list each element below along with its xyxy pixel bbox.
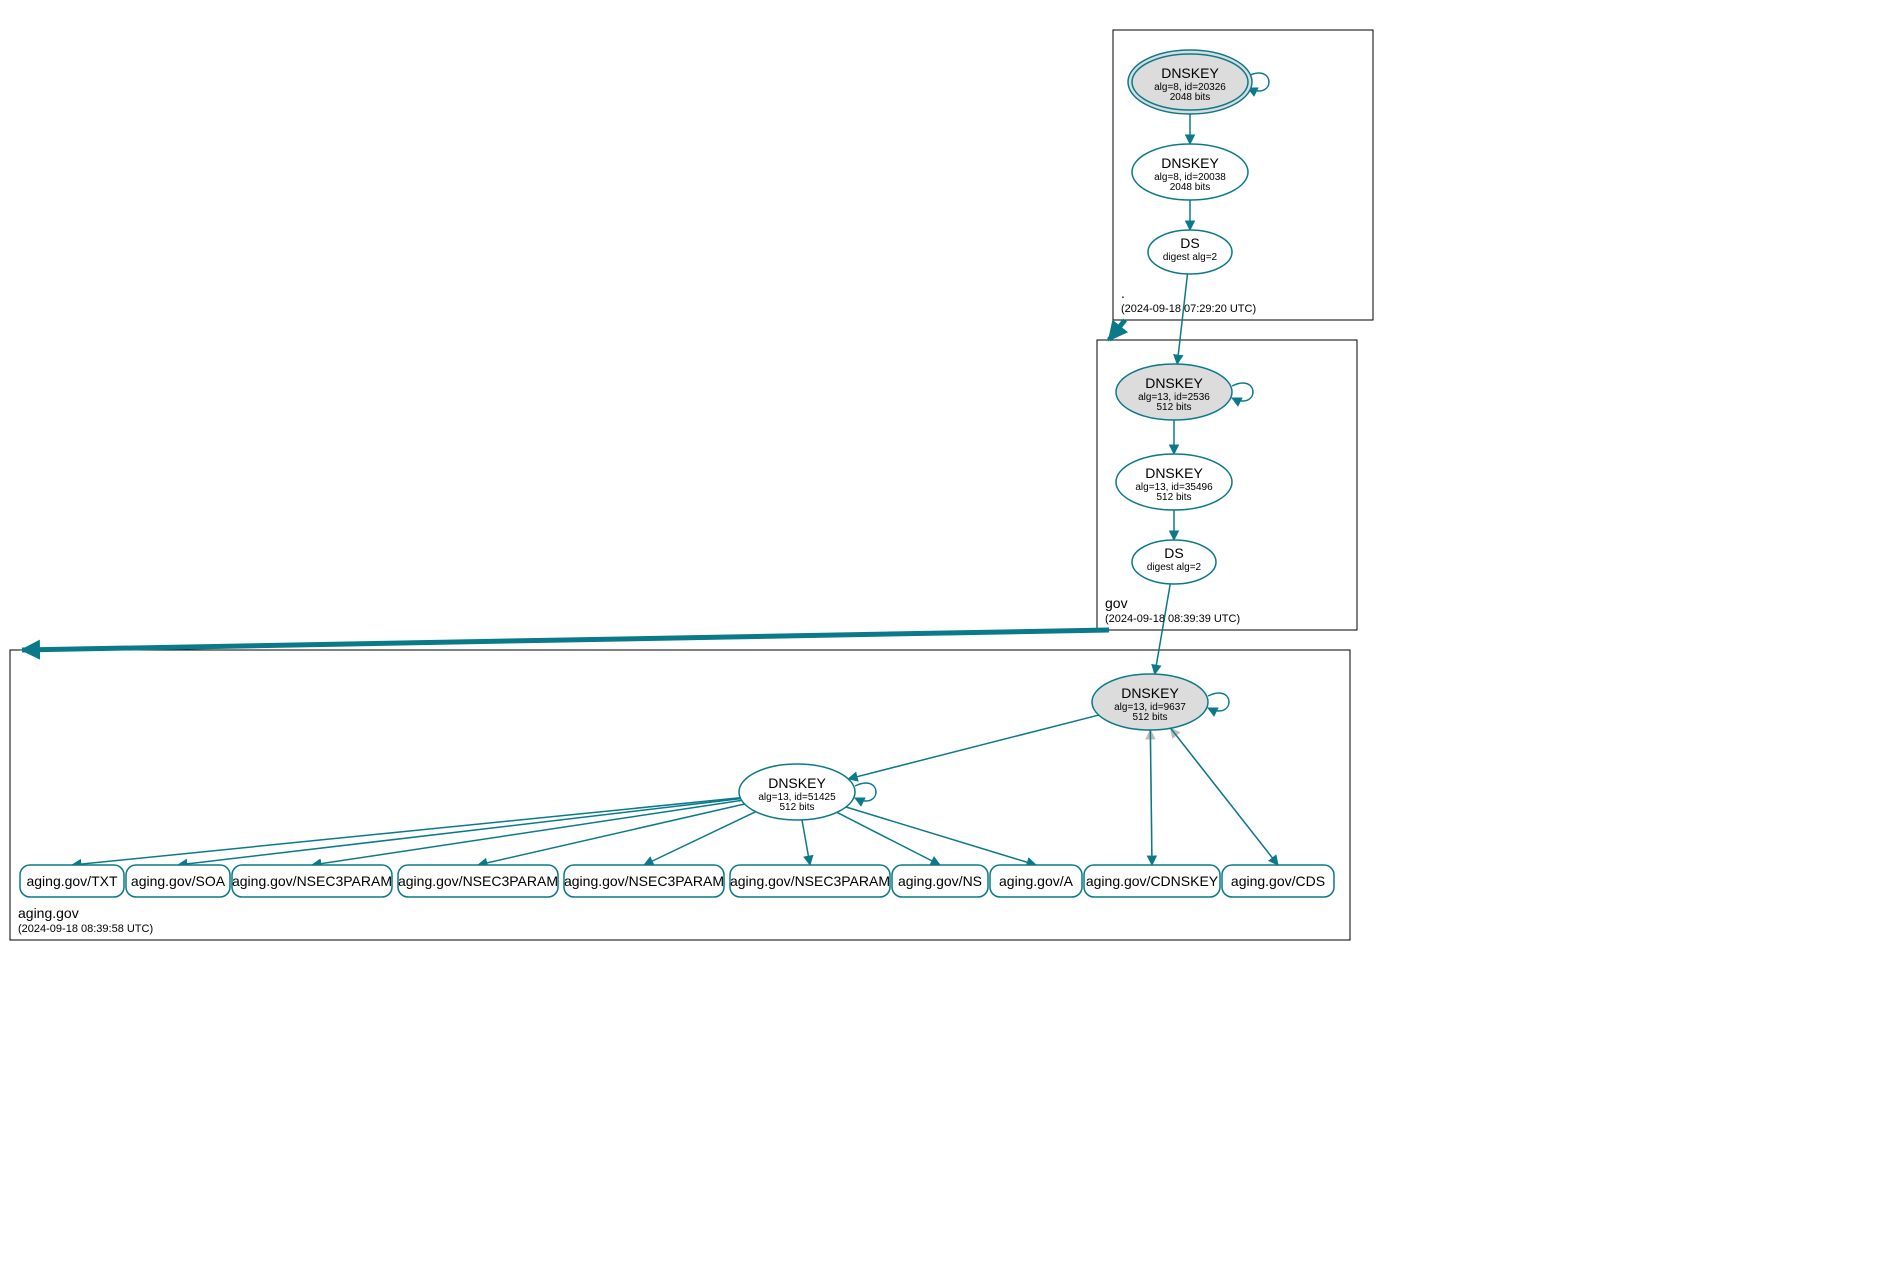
edge-rr — [802, 820, 810, 865]
node-sub2: 512 bits — [1132, 712, 1167, 723]
edge — [1177, 274, 1187, 364]
zone-ts-aging: (2024-09-18 08:39:58 UTC) — [18, 923, 153, 935]
node-gov_zsk: DNSKEYalg=13, id=35496512 bits — [1116, 454, 1232, 510]
node-sub2: 2048 bits — [1170, 92, 1211, 103]
rr-label: aging.gov/A — [999, 873, 1074, 889]
dnssec-diagram: DNSKEYalg=8, id=203262048 bits DNSKEYalg=… — [0, 0, 1899, 1278]
edge-self — [1232, 383, 1253, 401]
node-title: DNSKEY — [1121, 685, 1179, 701]
rr-txt: aging.gov/TXT — [20, 865, 124, 897]
zone-label-root: . — [1121, 285, 1125, 301]
node-title: DNSKEY — [1161, 155, 1219, 171]
edge-delegation — [22, 630, 1109, 650]
rr-n3p4: aging.gov/NSEC3PARAM — [730, 865, 890, 897]
rr-label: aging.gov/NSEC3PARAM — [730, 873, 890, 889]
node-sub2: 512 bits — [779, 802, 814, 813]
rr-soa: aging.gov/SOA — [126, 865, 230, 897]
node-title: DNSKEY — [1145, 465, 1203, 481]
edge-rr — [846, 807, 1036, 865]
node-title: DS — [1180, 235, 1199, 251]
rr-cdnsk: aging.gov/CDNSKEY — [1084, 865, 1220, 897]
rr-label: aging.gov/CDS — [1231, 873, 1325, 889]
edge-rr — [644, 812, 756, 865]
edge-self — [855, 783, 876, 801]
zone-ts-gov: (2024-09-18 08:39:39 UTC) — [1105, 613, 1240, 625]
rr-label: aging.gov/SOA — [131, 873, 226, 889]
node-root_zsk: DNSKEYalg=8, id=200382048 bits — [1132, 144, 1248, 200]
rr-label: aging.gov/NSEC3PARAM — [398, 873, 558, 889]
zone-label-aging: aging.gov — [18, 905, 79, 921]
node-sub1: digest alg=2 — [1163, 252, 1218, 263]
zone-label-gov: gov — [1105, 595, 1128, 611]
rr-ns: aging.gov/NS — [892, 865, 988, 897]
node-title: DS — [1164, 545, 1183, 561]
rr-n3p1: aging.gov/NSEC3PARAM — [232, 865, 392, 897]
edge-rr — [72, 798, 740, 865]
rr-n3p2: aging.gov/NSEC3PARAM — [398, 865, 558, 897]
edge-rr — [178, 799, 741, 865]
edge — [1155, 584, 1170, 674]
rr-label: aging.gov/NS — [898, 873, 982, 889]
rr-n3p3: aging.gov/NSEC3PARAM — [564, 865, 724, 897]
node-root_ksk: DNSKEYalg=8, id=203262048 bits — [1128, 50, 1252, 114]
edge-delegation — [1109, 320, 1125, 340]
edge-rr — [1171, 728, 1278, 865]
rr-a: aging.gov/A — [990, 865, 1082, 897]
edge — [848, 715, 1098, 779]
rr-cds: aging.gov/CDS — [1222, 865, 1334, 897]
node-title: DNSKEY — [768, 775, 826, 791]
edge-rr — [312, 800, 742, 865]
edge-self — [1208, 693, 1229, 711]
node-sub2: 512 bits — [1156, 492, 1191, 503]
node-title: DNSKEY — [1145, 375, 1203, 391]
node-ag_zsk: DNSKEYalg=13, id=51425512 bits — [739, 764, 855, 820]
rr-label: aging.gov/CDNSKEY — [1086, 873, 1219, 889]
zone-ts-root: (2024-09-18 07:29:20 UTC) — [1121, 303, 1256, 315]
node-ag_ksk: DNSKEYalg=13, id=9637512 bits — [1092, 674, 1208, 730]
edge-rr — [1150, 730, 1152, 865]
node-root_ds: DSdigest alg=2 — [1148, 230, 1232, 274]
rr-label: aging.gov/NSEC3PARAM — [232, 873, 392, 889]
node-gov_ksk: DNSKEYalg=13, id=2536512 bits — [1116, 364, 1232, 420]
rr-label: aging.gov/TXT — [26, 873, 117, 889]
node-title: DNSKEY — [1161, 65, 1219, 81]
rr-label: aging.gov/NSEC3PARAM — [564, 873, 724, 889]
node-sub1: digest alg=2 — [1147, 562, 1202, 573]
node-gov_ds: DSdigest alg=2 — [1132, 540, 1216, 584]
node-sub2: 512 bits — [1156, 402, 1191, 413]
node-sub2: 2048 bits — [1170, 182, 1211, 193]
